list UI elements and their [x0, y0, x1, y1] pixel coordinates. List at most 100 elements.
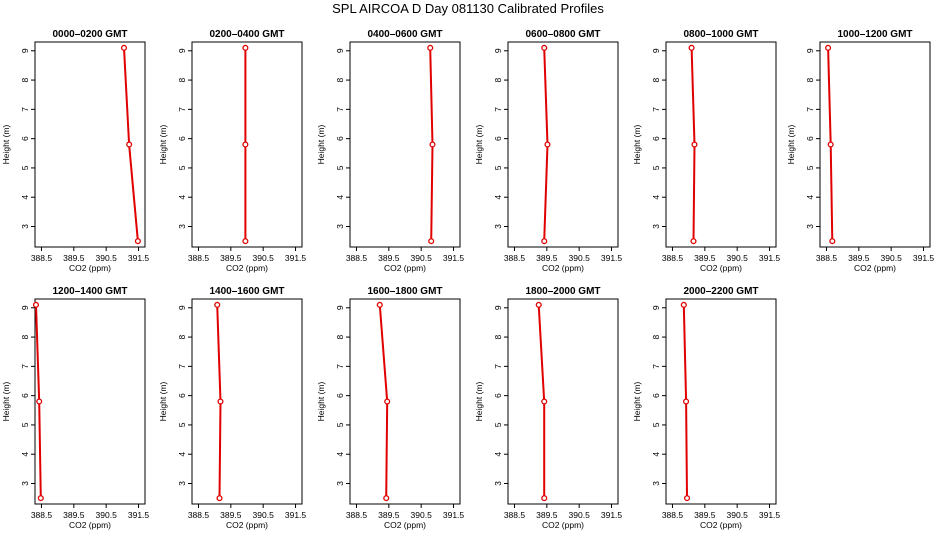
panel-title: 1400–1600 GMT — [209, 286, 284, 297]
plot-frame — [665, 298, 777, 505]
y-tick-label: 5 — [805, 165, 815, 170]
data-point — [683, 495, 691, 502]
y-tick-label: 6 — [335, 136, 345, 141]
x-tick-label: 388.5 — [31, 510, 53, 520]
data-point — [216, 495, 223, 502]
y-tick-label: 3 — [493, 224, 503, 229]
y-tick-label: 9 — [651, 48, 661, 53]
y-tick-label: 4 — [335, 452, 345, 457]
data-point — [541, 495, 548, 502]
profile-panel-7: 1200–1400 GMT 388.5 389.5 390.5 391.5 CO2 (pp… — [1, 286, 149, 530]
data-point — [217, 398, 224, 405]
panel-title: 0400–0600 GMT — [367, 29, 442, 40]
x-tick-label: 391.5 — [443, 510, 465, 520]
y-tick-label: 4 — [177, 195, 187, 200]
data-point — [541, 398, 548, 405]
y-tick-label: 8 — [651, 334, 661, 339]
y-tick-label: 7 — [805, 107, 815, 112]
x-tick-label: 389.5 — [694, 253, 716, 263]
y-tick-label: 5 — [493, 422, 503, 427]
data-point — [680, 301, 687, 308]
data-point — [429, 141, 436, 148]
y-axis-label: Height (m) — [474, 382, 484, 422]
x-tick-label: 390.5 — [881, 253, 903, 263]
x-tick-label: 391.5 — [285, 253, 307, 263]
profile-panel-11: 2000–2200 GMT 388.5 389.5 390.5 391.5 CO2 (pp… — [632, 286, 780, 530]
x-tick-label: 390.5 — [727, 253, 749, 263]
x-tick-label: 389.5 — [848, 253, 870, 263]
y-tick-label: 5 — [335, 165, 345, 170]
y-tick-label: 6 — [177, 136, 187, 141]
x-tick-label: 389.5 — [378, 510, 400, 520]
y-axis-label: Height (m) — [316, 382, 326, 422]
y-tick-label: 6 — [493, 393, 503, 398]
y-tick-label: 5 — [493, 165, 503, 170]
data-point — [242, 238, 249, 245]
panel-title: 0200–0400 GMT — [209, 29, 284, 40]
y-tick-label: 4 — [651, 195, 661, 200]
y-tick-label: 3 — [177, 224, 187, 229]
x-tick-label: 388.5 — [346, 253, 368, 263]
plot-frame — [34, 41, 146, 248]
y-tick-label: 4 — [493, 195, 503, 200]
panel-title: 0600–0800 GMT — [525, 29, 600, 40]
data-point — [376, 301, 383, 308]
y-axis-label: Height (m) — [786, 125, 796, 165]
x-tick-label: 390.5 — [96, 510, 118, 520]
y-tick-label: 9 — [20, 305, 30, 310]
y-tick-label: 6 — [177, 393, 187, 398]
profile-panel-6: 1000–1200 GMT 388.5 389.5 390.5 391.5 CO2 (pp… — [786, 29, 934, 273]
profile-panel-1: 0000–0200 GMT 388.5 389.5 390.5 391.5 CO2 (pp… — [1, 29, 149, 273]
data-point — [36, 398, 43, 405]
y-axis-label: Height (m) — [1, 125, 11, 165]
y-tick-label: 3 — [805, 224, 815, 229]
panel-title: 0000–0200 GMT — [52, 29, 127, 40]
profile-panel-2: 0200–0400 GMT 388.5 389.5 390.5 391.5 CO2 (pp… — [158, 29, 306, 273]
y-tick-label: 6 — [20, 136, 30, 141]
panel-title: 1600–1800 GMT — [367, 286, 442, 297]
data-point — [427, 44, 434, 51]
panel-title: 0800–1000 GMT — [683, 29, 758, 40]
data-point — [384, 398, 391, 405]
data-point — [544, 141, 551, 148]
data-point — [688, 44, 695, 51]
x-axis-label: CO2 (ppm) — [226, 520, 268, 530]
y-tick-label: 9 — [177, 305, 187, 310]
plot-frame — [349, 298, 461, 505]
data-point — [541, 238, 548, 245]
x-axis-label: CO2 (ppm) — [69, 263, 111, 273]
data-point — [126, 141, 133, 148]
y-tick-label: 4 — [177, 452, 187, 457]
data-point — [690, 238, 697, 245]
y-tick-label: 3 — [177, 481, 187, 486]
data-point — [541, 44, 548, 51]
panel-title: 1000–1200 GMT — [837, 29, 912, 40]
y-tick-label: 5 — [335, 422, 345, 427]
panel-title: 2000–2200 GMT — [683, 286, 758, 297]
plot-frame — [819, 41, 931, 248]
data-point — [683, 398, 690, 405]
y-tick-label: 6 — [805, 136, 815, 141]
data-point — [242, 44, 249, 51]
y-tick-label: 3 — [20, 224, 30, 229]
data-point — [535, 301, 542, 308]
plot-frame — [34, 298, 146, 505]
plot-frame — [507, 298, 619, 505]
x-tick-label: 391.5 — [913, 253, 935, 263]
y-tick-label: 8 — [493, 77, 503, 82]
data-point — [428, 238, 435, 245]
x-tick-label: 388.5 — [188, 510, 210, 520]
plot-frame — [349, 41, 461, 248]
y-axis-label: Height (m) — [158, 382, 168, 422]
y-tick-label: 4 — [20, 195, 30, 200]
y-tick-label: 5 — [20, 422, 30, 427]
y-tick-label: 7 — [177, 364, 187, 369]
y-tick-label: 9 — [493, 48, 503, 53]
x-tick-label: 388.5 — [816, 253, 838, 263]
y-axis-label: Height (m) — [158, 125, 168, 165]
y-tick-label: 6 — [651, 393, 661, 398]
x-tick-label: 391.5 — [285, 510, 307, 520]
x-tick-label: 390.5 — [569, 510, 591, 520]
y-tick-label: 7 — [177, 107, 187, 112]
